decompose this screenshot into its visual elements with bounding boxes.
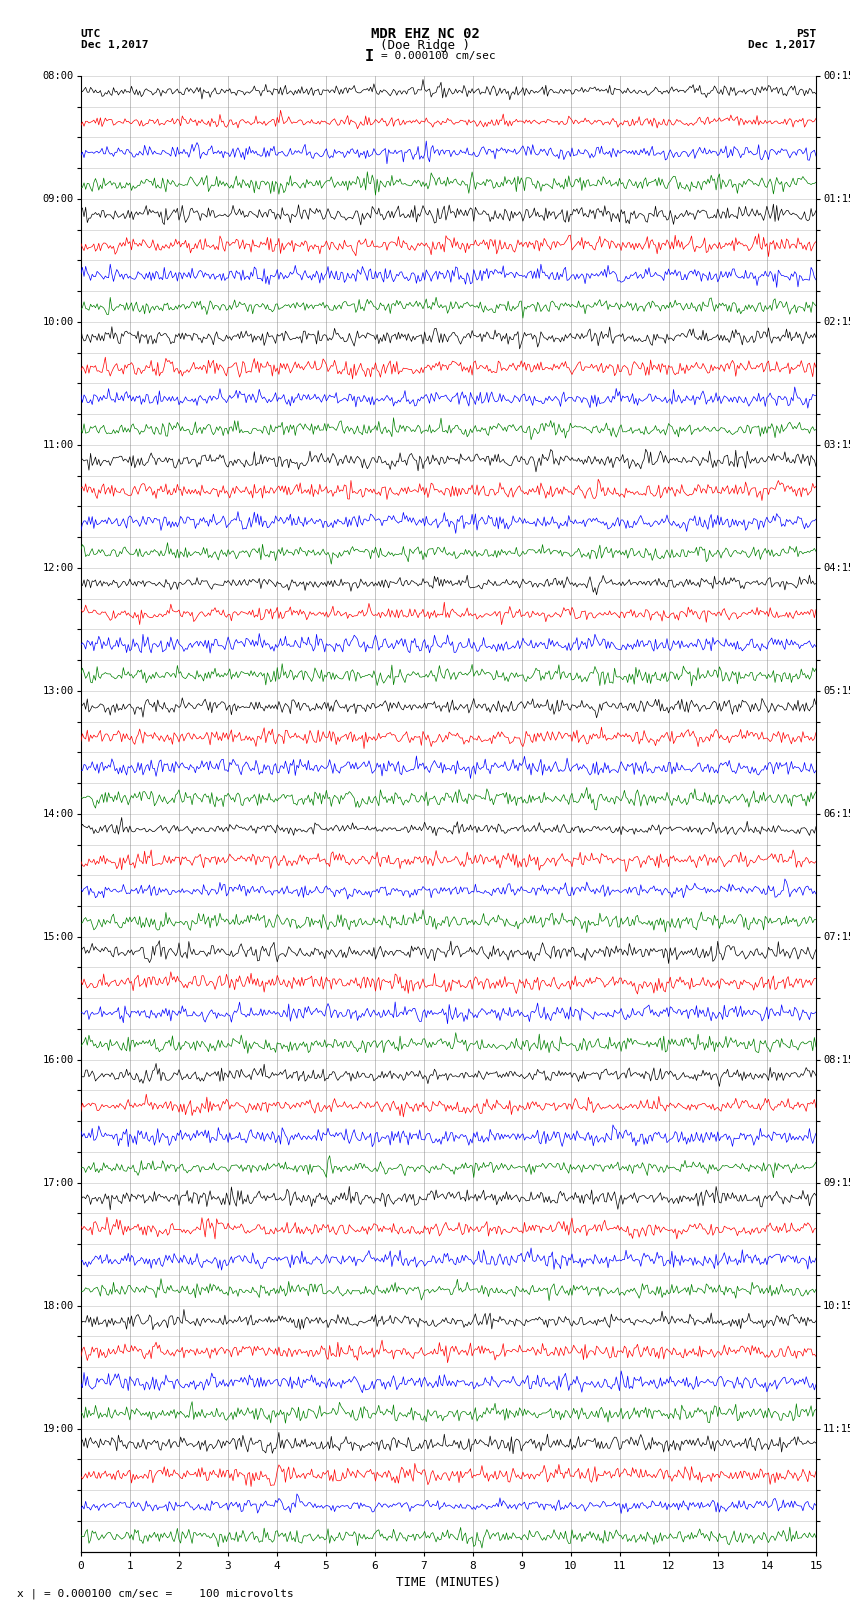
X-axis label: TIME (MINUTES): TIME (MINUTES) <box>396 1576 501 1589</box>
Text: UTC: UTC <box>81 29 101 39</box>
Text: MDR EHZ NC 02: MDR EHZ NC 02 <box>371 27 479 40</box>
Text: Dec 1,2017: Dec 1,2017 <box>81 40 148 50</box>
Text: I: I <box>366 48 374 65</box>
Text: x | = 0.000100 cm/sec =    100 microvolts: x | = 0.000100 cm/sec = 100 microvolts <box>17 1589 294 1598</box>
Text: = 0.000100 cm/sec: = 0.000100 cm/sec <box>381 52 496 61</box>
Text: (Doe Ridge ): (Doe Ridge ) <box>380 39 470 52</box>
Text: PST: PST <box>796 29 816 39</box>
Text: Dec 1,2017: Dec 1,2017 <box>749 40 816 50</box>
